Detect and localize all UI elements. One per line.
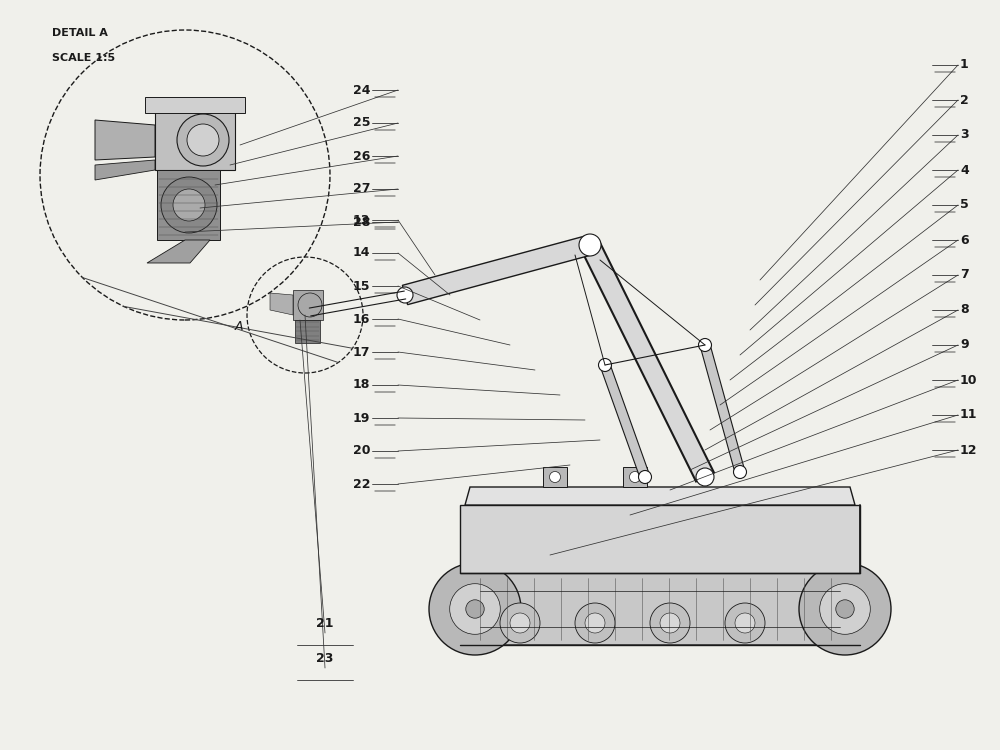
Polygon shape: [293, 290, 323, 320]
Circle shape: [450, 584, 500, 634]
Circle shape: [585, 613, 605, 633]
Circle shape: [660, 613, 680, 633]
Text: 20: 20: [352, 445, 370, 458]
Circle shape: [698, 338, 712, 352]
Text: 22: 22: [352, 478, 370, 490]
Circle shape: [696, 468, 714, 486]
Polygon shape: [155, 110, 235, 170]
Circle shape: [799, 563, 891, 655]
Polygon shape: [623, 467, 647, 487]
Text: 19: 19: [353, 412, 370, 424]
Text: 5: 5: [960, 199, 969, 211]
Circle shape: [397, 287, 413, 303]
Text: 17: 17: [352, 346, 370, 358]
Circle shape: [575, 603, 615, 643]
Text: 14: 14: [352, 247, 370, 259]
Text: DETAIL A: DETAIL A: [52, 28, 108, 38]
Circle shape: [598, 358, 612, 371]
Polygon shape: [295, 320, 320, 343]
Polygon shape: [147, 240, 210, 263]
Text: 27: 27: [352, 182, 370, 196]
Polygon shape: [157, 170, 220, 240]
Circle shape: [820, 584, 870, 634]
Text: A: A: [235, 320, 244, 333]
Circle shape: [466, 600, 484, 618]
Polygon shape: [270, 293, 293, 315]
Circle shape: [161, 177, 217, 233]
Polygon shape: [145, 97, 245, 113]
Polygon shape: [700, 344, 745, 473]
Polygon shape: [600, 363, 650, 478]
Text: 24: 24: [352, 83, 370, 97]
Circle shape: [836, 600, 854, 618]
Polygon shape: [543, 467, 567, 487]
Text: 28: 28: [353, 215, 370, 229]
Text: 23: 23: [316, 652, 334, 665]
Text: 10: 10: [960, 374, 978, 386]
Text: 6: 6: [960, 233, 969, 247]
Text: 4: 4: [960, 164, 969, 176]
Polygon shape: [460, 505, 860, 573]
Circle shape: [579, 234, 601, 256]
Text: 13: 13: [353, 214, 370, 226]
Text: 18: 18: [353, 379, 370, 392]
Polygon shape: [95, 120, 155, 160]
Text: 3: 3: [960, 128, 969, 142]
Circle shape: [177, 114, 229, 166]
Polygon shape: [95, 160, 155, 180]
Polygon shape: [465, 487, 855, 505]
Circle shape: [500, 603, 540, 643]
Text: 1: 1: [960, 58, 969, 71]
Circle shape: [510, 613, 530, 633]
Circle shape: [734, 466, 746, 478]
Text: 2: 2: [960, 94, 969, 106]
Text: 9: 9: [960, 338, 969, 352]
Circle shape: [639, 470, 652, 484]
Circle shape: [187, 124, 219, 156]
Text: SCALE 1:5: SCALE 1:5: [52, 53, 115, 63]
Text: 26: 26: [353, 149, 370, 163]
Circle shape: [630, 472, 640, 482]
Text: 25: 25: [352, 116, 370, 130]
Text: 11: 11: [960, 409, 978, 422]
Polygon shape: [430, 573, 890, 645]
Text: 16: 16: [353, 313, 370, 326]
Circle shape: [173, 189, 205, 221]
Text: 7: 7: [960, 268, 969, 281]
Circle shape: [735, 613, 755, 633]
Text: 8: 8: [960, 304, 969, 316]
Circle shape: [429, 563, 521, 655]
Circle shape: [725, 603, 765, 643]
Text: 12: 12: [960, 443, 978, 457]
Circle shape: [650, 603, 690, 643]
Polygon shape: [402, 236, 593, 304]
Text: 15: 15: [352, 280, 370, 292]
Circle shape: [550, 472, 560, 482]
Polygon shape: [581, 241, 714, 482]
Text: 21: 21: [316, 617, 334, 630]
